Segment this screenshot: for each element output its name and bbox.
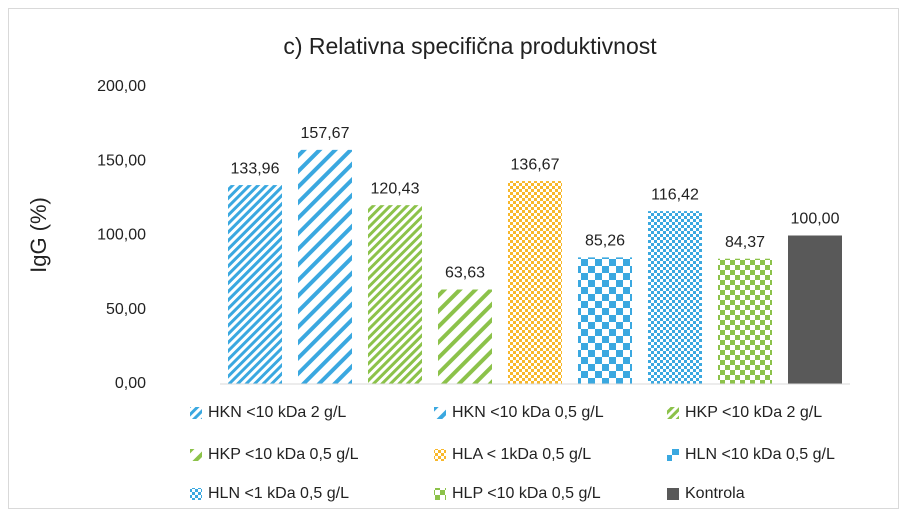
legend-label: HKP <10 kDa 0,5 g/L: [208, 446, 359, 463]
legend-swatch: [667, 449, 679, 461]
chart-border: [8, 8, 899, 509]
legend-swatch: [434, 449, 446, 461]
bar: [648, 211, 702, 384]
bar: [368, 205, 422, 384]
bar: [718, 258, 772, 384]
legend-label: HKN <10 kDa 0,5 g/L: [452, 404, 604, 421]
legend-swatch: [190, 488, 202, 500]
legend-label: HKP <10 kDa 2 g/L: [685, 404, 822, 421]
legend-label: HLA < 1kDa 0,5 g/L: [452, 446, 591, 463]
chart-title: c) Relativna specifična produktivnost: [283, 33, 657, 59]
legend-swatch: [434, 407, 446, 419]
bar: [788, 235, 842, 384]
bar: [298, 149, 352, 384]
legend-swatch: [190, 449, 202, 461]
legend-label: HLN <1 kDa 0,5 g/L: [208, 485, 349, 502]
bar: [228, 185, 282, 384]
value-label: 63,63: [445, 265, 485, 282]
legend-label: HLN <10 kDa 0,5 g/L: [685, 446, 835, 463]
y-tick-label: 0,00: [115, 375, 146, 392]
value-label: 84,37: [725, 234, 765, 251]
legend-swatch: [667, 407, 679, 419]
y-tick-label: 200,00: [97, 78, 146, 95]
value-label: 100,00: [791, 211, 840, 228]
y-tick-label: 50,00: [106, 301, 146, 318]
bar: [438, 289, 492, 384]
value-label: 116,42: [651, 186, 699, 203]
value-label: 136,67: [511, 156, 560, 173]
value-label: 157,67: [301, 125, 350, 142]
legend-label: HKN <10 kDa 2 g/L: [208, 404, 346, 421]
legend-swatch: [667, 488, 679, 500]
y-tick-label: 150,00: [97, 152, 146, 169]
y-tick-label: 100,00: [97, 227, 146, 244]
value-label: 85,26: [585, 233, 625, 250]
bar: [578, 257, 632, 384]
legend-label: HLP <10 kDa 0,5 g/L: [452, 485, 601, 502]
legend-label: Kontrola: [685, 485, 745, 502]
value-label: 133,96: [231, 160, 280, 177]
value-label: 120,43: [371, 180, 420, 197]
bar: [508, 181, 562, 384]
y-axis-label: IgG (%): [26, 197, 51, 273]
legend-swatch: [434, 488, 446, 500]
legend-swatch: [190, 407, 202, 419]
